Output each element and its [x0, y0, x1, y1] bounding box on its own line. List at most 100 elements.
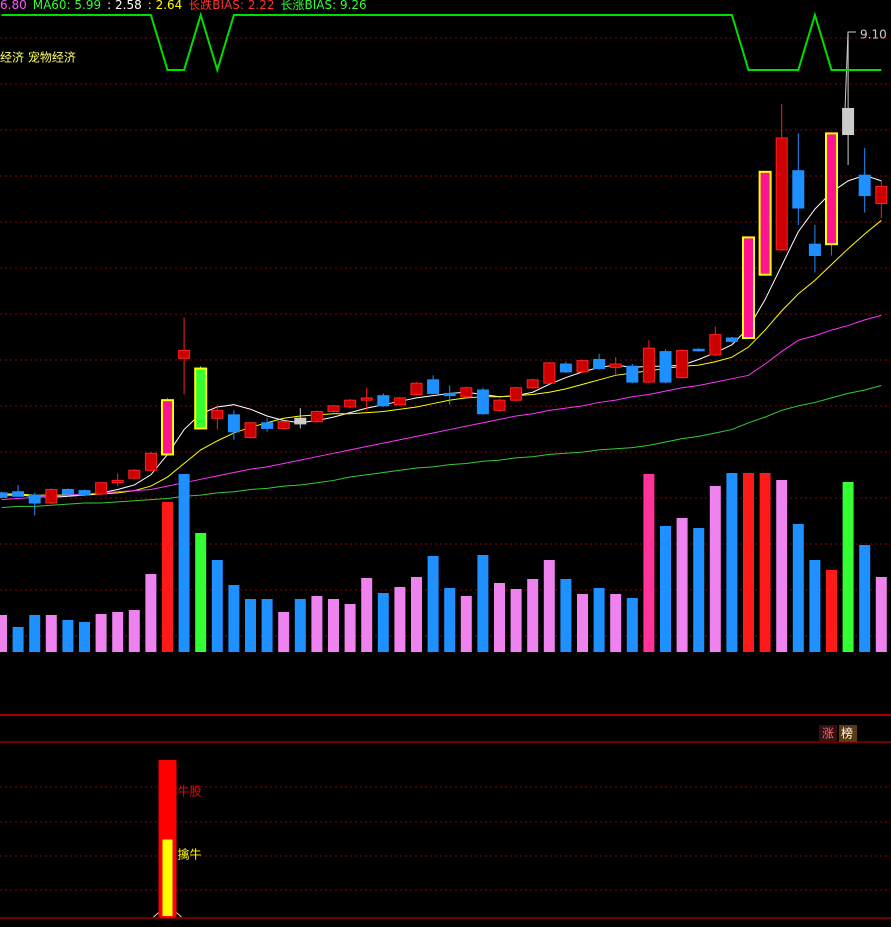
volume-bar [660, 526, 671, 652]
candle-body [244, 422, 257, 438]
volume-bar [112, 612, 124, 652]
volume-bar [726, 473, 738, 652]
badge: 榜 [841, 726, 853, 741]
candle-body [377, 395, 390, 407]
candle-body [858, 174, 871, 197]
ma-line [1, 314, 882, 501]
candle-body [28, 494, 41, 504]
candle-body [559, 363, 572, 373]
volume-bar [261, 599, 273, 652]
candle-body [61, 488, 74, 495]
candle-body [493, 399, 506, 411]
badge-box [839, 725, 857, 742]
volume-bar [145, 574, 157, 652]
candle-body [742, 236, 755, 340]
candle-body [526, 379, 539, 389]
volume-bar [543, 560, 555, 652]
candle-body [709, 334, 722, 356]
candle-body [327, 405, 340, 412]
candle-body [360, 397, 373, 401]
volume-bar [842, 482, 854, 652]
header-item: : 2.64 [148, 0, 183, 12]
candle-body [692, 348, 705, 352]
candle-body [111, 479, 124, 484]
candle-body [842, 108, 855, 136]
candle-body [178, 349, 191, 359]
signal-bar [160, 837, 175, 918]
volume-bar [693, 528, 705, 652]
header-text: 6.80 MA60: 5.99: 2.58: 2.64 长跌BIAS: 2.22 长涨… [0, 0, 367, 12]
badge-box [819, 725, 837, 742]
candle-body [825, 132, 838, 246]
volume-bar [875, 577, 887, 652]
volume-bar [444, 588, 456, 652]
volume-bar [228, 585, 240, 652]
ma-line [1, 174, 882, 498]
volume-bar [411, 577, 422, 652]
candle-body [593, 358, 606, 370]
header-item: MA60: 5.99 [33, 0, 101, 12]
volume-bar [311, 596, 323, 652]
candle-body [12, 491, 25, 497]
candle-body [410, 382, 423, 396]
volume-bar [577, 594, 588, 652]
volume-bar [29, 615, 41, 652]
volume-bar [676, 518, 688, 652]
candle-body [659, 351, 672, 383]
candle-body [609, 363, 622, 368]
candle-body [78, 490, 91, 496]
volume-bar [792, 524, 804, 652]
volume-bar [294, 599, 306, 652]
volume-bar [776, 480, 788, 652]
signal-label: 牛股 [178, 784, 202, 799]
volume-bar [245, 599, 256, 652]
volume-bar [394, 587, 406, 652]
price-mark: 9.10 [860, 28, 887, 42]
volume-bar [510, 589, 522, 652]
candle-body [393, 397, 406, 406]
candle-body [194, 367, 208, 430]
volume-bar [709, 486, 721, 652]
candle-body [144, 452, 157, 471]
volume-bar [759, 473, 771, 652]
price-pointer [844, 31, 856, 111]
volume-bar [95, 614, 107, 652]
candle-body [443, 392, 456, 397]
candle-body [775, 137, 788, 251]
candle-body [0, 492, 8, 498]
volume-bar [477, 555, 489, 652]
candle-body [128, 469, 141, 479]
volume-bar [344, 604, 356, 652]
candle-body [642, 347, 655, 383]
candle-body [725, 337, 738, 342]
volume-bar [859, 545, 871, 652]
candle-body [543, 362, 556, 384]
volume-bar [826, 570, 837, 652]
candle-body [808, 243, 821, 256]
volume-bar [743, 473, 754, 652]
volume-bar [62, 620, 74, 652]
ma-line [1, 220, 882, 496]
volume-bar [593, 588, 605, 652]
candle-body [294, 417, 307, 425]
volume-bar [328, 599, 339, 652]
volume-bar [162, 502, 173, 652]
signal-line [1, 11, 882, 74]
signal-label: 擒牛 [178, 847, 202, 862]
volume-bar [278, 612, 290, 652]
volume-bar [12, 627, 24, 652]
candle-body [427, 379, 440, 394]
candle-body [576, 360, 589, 373]
volume-bar [79, 622, 90, 652]
volume-bar [626, 598, 638, 652]
volume-bar [195, 533, 207, 652]
candle-body [676, 349, 689, 379]
volume-bar [0, 615, 7, 652]
volume-bar [361, 578, 373, 652]
badge: 涨 [822, 726, 834, 741]
candle-body [310, 410, 323, 423]
candle-body [277, 421, 290, 429]
candle-body [211, 409, 224, 419]
